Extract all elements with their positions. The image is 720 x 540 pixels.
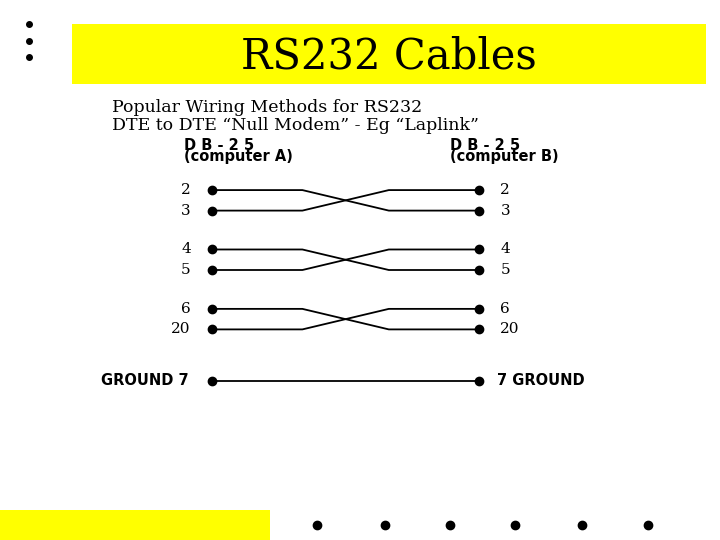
Text: Popular Wiring Methods for RS232: Popular Wiring Methods for RS232 (112, 99, 422, 117)
Text: 7 GROUND: 7 GROUND (497, 373, 585, 388)
Text: 6: 6 (181, 302, 191, 316)
Bar (0, 510, 270, 540)
Text: 2: 2 (500, 183, 510, 197)
Text: 4: 4 (500, 242, 510, 256)
Text: 3: 3 (500, 204, 510, 218)
Text: DTE to DTE “Null Modem” - Eg “Laplink”: DTE to DTE “Null Modem” - Eg “Laplink” (112, 117, 479, 134)
Text: (computer A): (computer A) (184, 149, 292, 164)
Text: (computer B): (computer B) (450, 149, 559, 164)
Text: 3: 3 (181, 204, 191, 218)
Text: D B - 2 5: D B - 2 5 (450, 138, 520, 153)
Text: 6: 6 (500, 302, 510, 316)
Text: 4: 4 (181, 242, 191, 256)
Bar (72, 24, 706, 84)
Text: D B - 2 5: D B - 2 5 (184, 138, 253, 153)
Text: 5: 5 (500, 263, 510, 277)
Text: 20: 20 (171, 322, 191, 336)
Text: GROUND 7: GROUND 7 (101, 373, 189, 388)
Text: 20: 20 (500, 322, 520, 336)
Text: 2: 2 (181, 183, 191, 197)
Text: 5: 5 (181, 263, 191, 277)
Text: RS232 Cables: RS232 Cables (241, 36, 536, 78)
